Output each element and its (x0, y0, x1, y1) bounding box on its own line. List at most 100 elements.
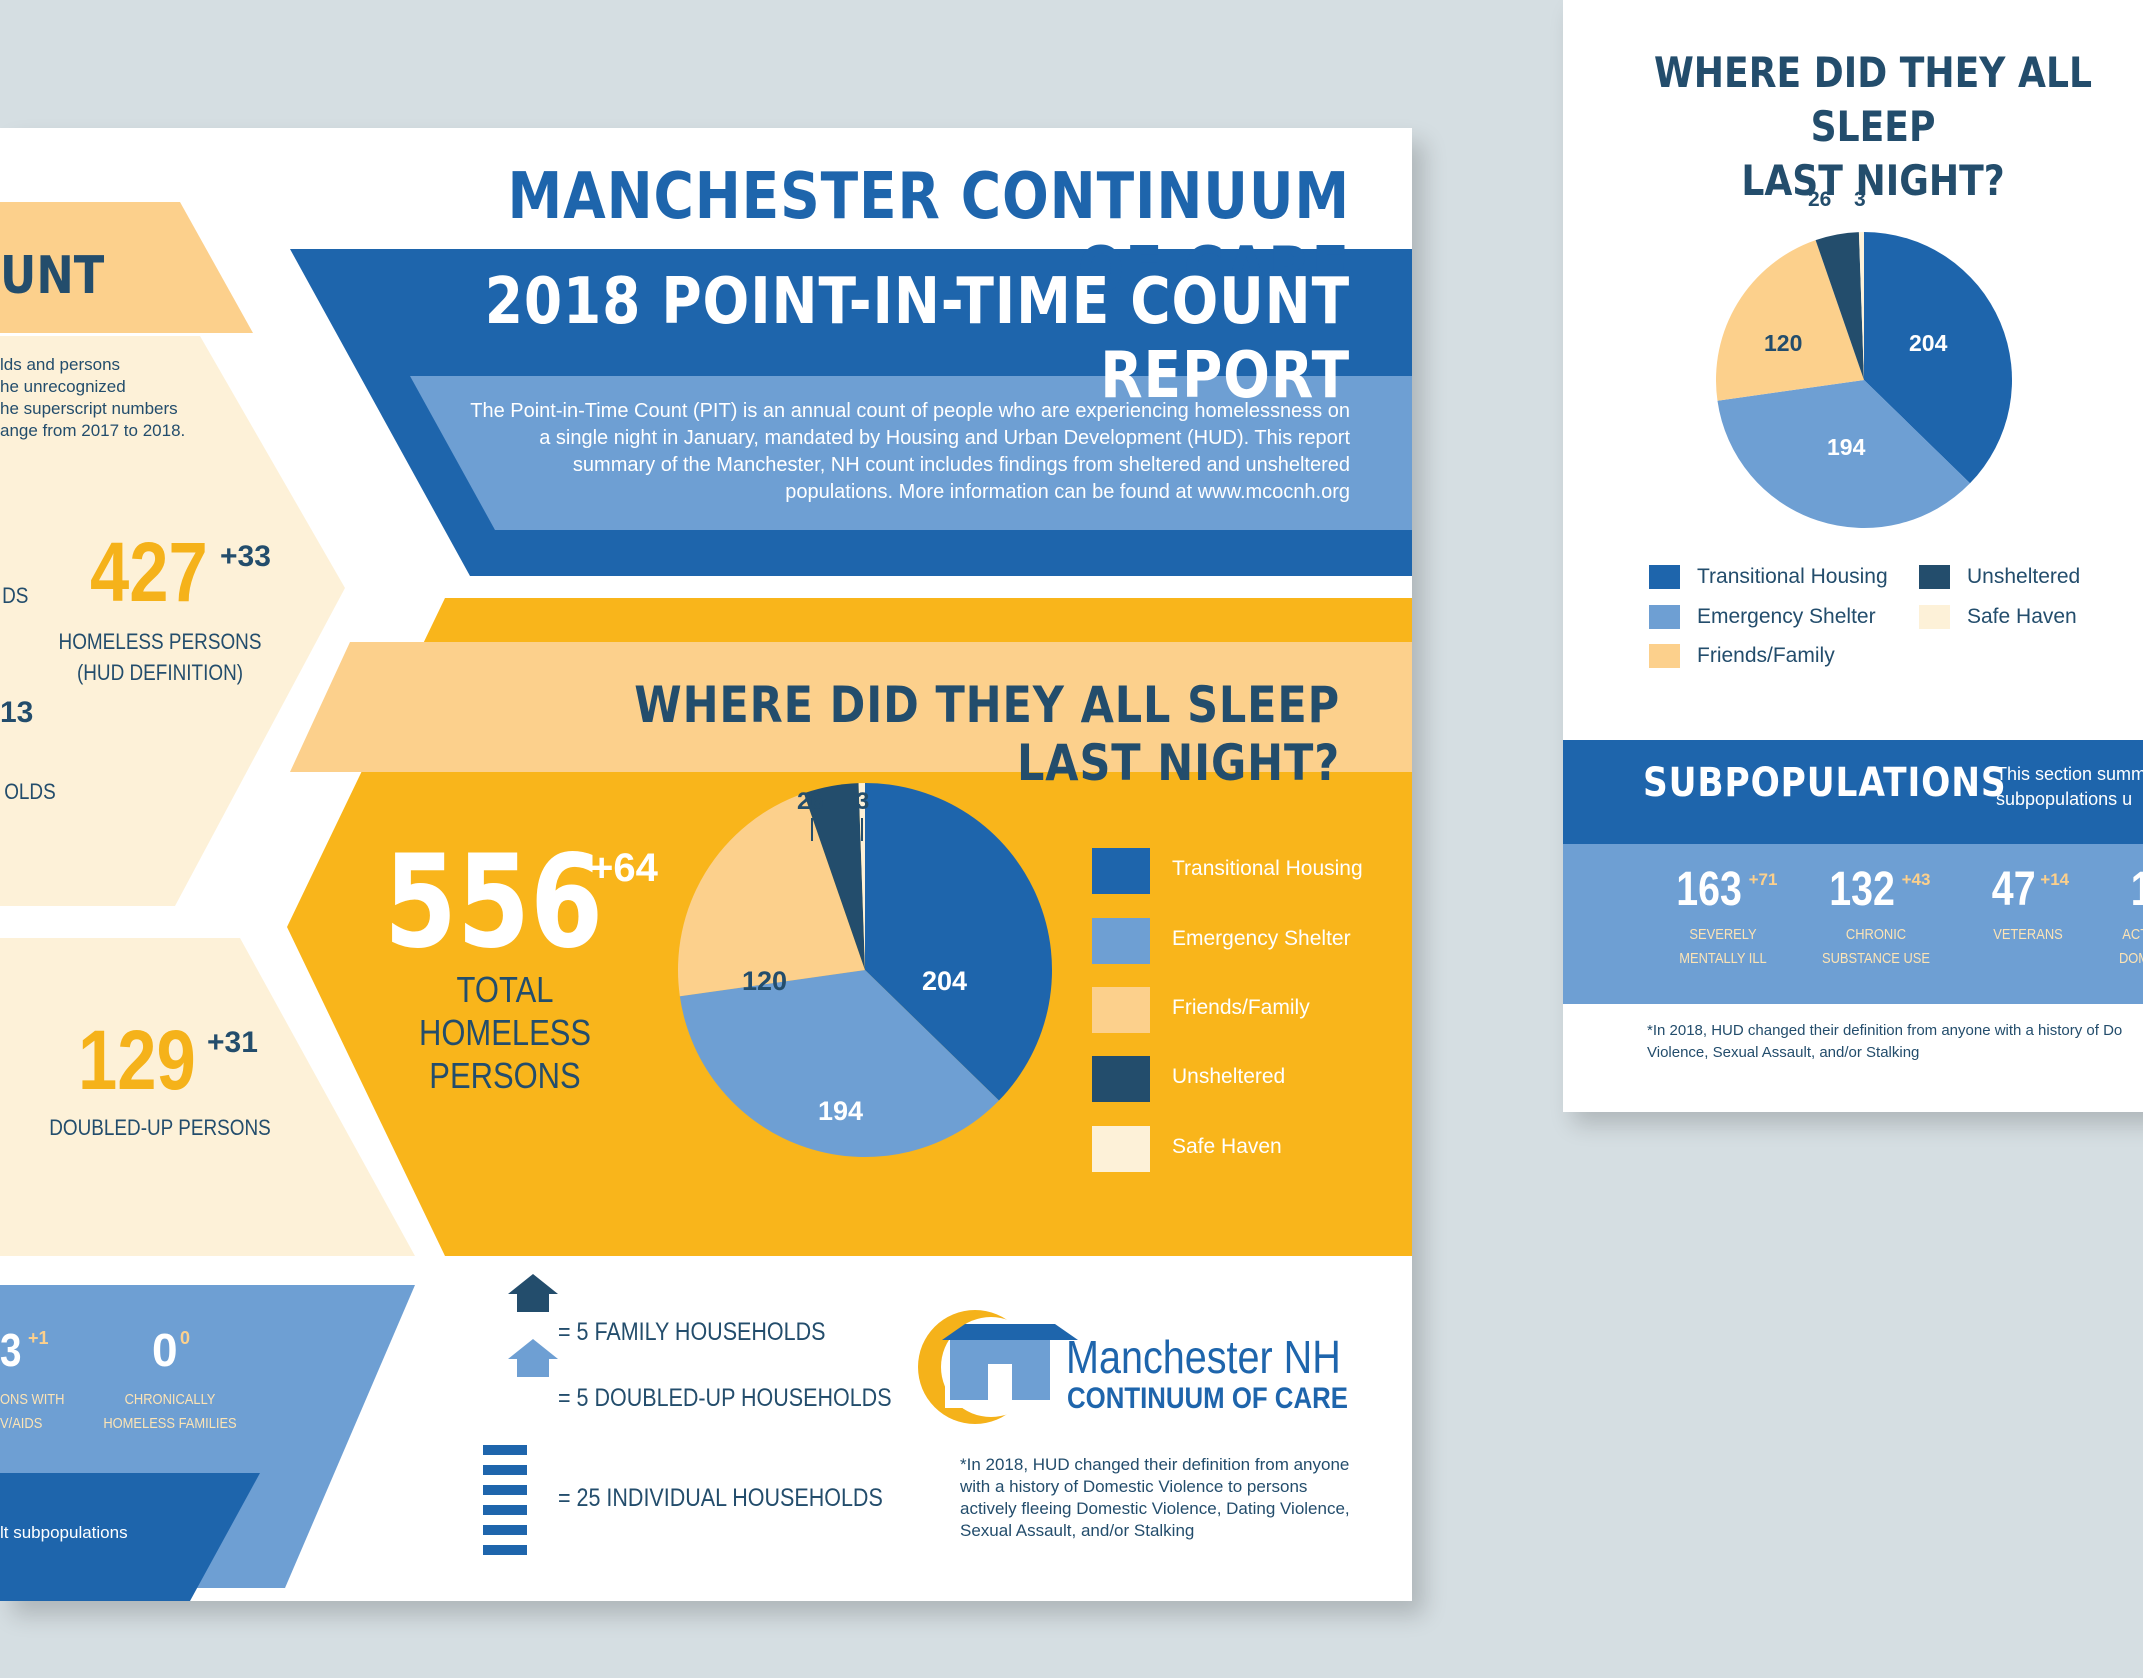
pie-slice-friends-family (678, 793, 865, 997)
side-pie-chart (1716, 232, 2012, 528)
logo-name: Manchester NH (1066, 1331, 1341, 1383)
left-desc-line: he unrecognized (0, 377, 126, 396)
legend-swatch (1092, 918, 1150, 964)
subpopulations-description: This section summ subpopulations u (1996, 762, 2143, 812)
hiv-label-line: ONS WITH (0, 1391, 65, 1408)
side-report-card: WHERE DID THEY ALL SLEEP LAST NIGHT? 204… (1563, 0, 2143, 1112)
legend-swatch (1092, 1126, 1150, 1172)
stat-actively-fleeing: 19 ACTIVELY DOMESTIC (2093, 862, 2143, 971)
pie-slice-emergency-shelter (1717, 380, 1970, 528)
key-individual-households: = 25 INDIVIDUAL HOUSEHOLDS (558, 1484, 883, 1512)
report-title: 2018 POINT-IN-TIME COUNT REPORT (484, 265, 1350, 413)
left-desc-line: he superscript numbers (0, 399, 178, 418)
left-darkblue-band (0, 1473, 260, 1601)
side-pie-svg (1716, 232, 2012, 528)
side-footnote-line: Violence, Sexual Assault, and/or Stalkin… (1647, 1044, 1920, 1061)
stat-label: VETERANS (1964, 923, 2093, 947)
stat-change: +14 (2040, 870, 2070, 889)
total-homeless-label: TOTAL HOMELESS PERSONS (380, 968, 629, 1097)
legend-label: Safe Haven (1967, 605, 2077, 628)
logo-subtitle: CONTINUUM OF CARE (1067, 1382, 1348, 1415)
side-pie-label-friends: 120 (1764, 330, 1803, 356)
pie-slice-safe-haven (858, 783, 865, 970)
side-footnote-line: *In 2018, HUD changed their definition f… (1647, 1022, 2123, 1039)
homeless-persons-number: 427 (90, 525, 208, 619)
stat-label: CHRONIC SUBSTANCE USE (1812, 923, 1941, 971)
legend-label: Friends/Family (1172, 996, 1310, 1019)
legend-label: Emergency Shelter (1697, 605, 1876, 628)
stat-number: 163 (1675, 863, 1742, 916)
legend-label: Transitional Housing (1172, 857, 1363, 880)
key-doubled-households: = 5 DOUBLED-UP HOUSEHOLDS (558, 1384, 892, 1412)
subpopulations-title: SUBPOPULATIONS (1643, 760, 2007, 806)
hiv-change: +1 (28, 1328, 49, 1348)
subpopulations-band (1563, 740, 2143, 844)
pie-slice-transitional-housing (1864, 232, 2012, 484)
pie-slice-emergency-shelter (679, 970, 999, 1158)
intro-box (410, 376, 1412, 530)
stat-number: 19 (2131, 862, 2143, 917)
total-label-line: PERSONS (429, 1055, 581, 1096)
pie-label-safe-haven: 3 (856, 788, 870, 815)
left-olds-fragment: OLDS (4, 779, 56, 804)
legend-swatch (1919, 565, 1950, 589)
stats-band (1563, 844, 2143, 1004)
left-num-fragment: 13 (0, 696, 34, 729)
left-title-fragment: UNT (0, 246, 105, 306)
legend-label: Unsheltered (1967, 565, 2081, 588)
legend-swatch (1649, 644, 1680, 668)
legend-swatch (1092, 848, 1150, 894)
left-desc-line: lds and persons (0, 355, 121, 374)
legend-label: Unsheltered (1172, 1065, 1286, 1088)
legend-label: Emergency Shelter (1172, 927, 1351, 950)
stat-label-line: DOMESTIC (2118, 950, 2143, 967)
pie-label-friends: 120 (742, 966, 788, 996)
chronic-label-line: HOMELESS FAMILIES (103, 1415, 237, 1432)
stat-label-line: VETERANS (1993, 926, 2063, 943)
sleep-title-ribbon (290, 642, 1412, 772)
pie-label-unsheltered: 26 (797, 788, 824, 815)
chronic-families-number: 0 (152, 1324, 178, 1376)
main-pie-chart (678, 783, 1052, 1158)
stat-label-line: CHRONIC (1845, 926, 1907, 943)
side-pie-label-unsheltered: 26 (1808, 188, 1832, 211)
legend-swatch (1092, 1056, 1150, 1102)
legend-swatch (1649, 565, 1680, 589)
pie-label-transitional: 204 (922, 966, 968, 996)
total-homeless-number: 556 (384, 828, 604, 977)
chronic-families-label: CHRONICALLY HOMELESS FAMILIES (101, 1388, 239, 1436)
total-homeless-change: +64 (590, 846, 658, 890)
doubled-up-change: +31 (207, 1026, 258, 1059)
sleep-section-title: WHERE DID THEY ALL SLEEP LAST NIGHT? (634, 676, 1340, 792)
main-footnote: *In 2018, HUD changed their definition f… (960, 1455, 1350, 1540)
legend-label: Friends/Family (1697, 644, 1835, 667)
side-pie-label-emergency: 194 (1827, 434, 1866, 460)
stat-chronic-substance-use: 132 +43 CHRONIC SUBSTANCE USE (1801, 862, 1951, 971)
total-label-line: TOTAL HOMELESS (418, 969, 592, 1053)
left-ds-fragment: DS (2, 583, 29, 608)
hiv-label-line: V/AIDS (0, 1415, 43, 1432)
stat-label: SEVERELY MENTALLY ILL (1659, 923, 1788, 971)
individual-bars-icon (483, 1445, 527, 1555)
stat-veterans: 47 +14 VETERANS (1953, 862, 2103, 947)
hiv-label: ONS WITH V/AIDS (0, 1388, 65, 1436)
homeless-label-line: HOMELESS PERSONS (58, 629, 262, 654)
family-house-icon (508, 1274, 558, 1312)
subpop-fragment: lt subpopulations (0, 1523, 128, 1542)
pie-label-emergency: 194 (818, 1096, 864, 1126)
logo-house-icon (918, 1310, 1078, 1424)
side-footnote: *In 2018, HUD changed their definition f… (1647, 1020, 2122, 1064)
legend-label: Transitional Housing (1697, 565, 1888, 588)
doubled-house-icon (508, 1339, 558, 1377)
legend-swatch (1092, 987, 1150, 1033)
legend-swatch (1919, 605, 1950, 629)
pie-slice-safe-haven (1858, 232, 1864, 380)
left-description: lds and persons he unrecognized he super… (0, 354, 185, 442)
stat-label-line: MENTALLY ILL (1679, 950, 1767, 967)
stat-label-line: SUBSTANCE USE (1821, 950, 1931, 967)
stat-severely-mentally-ill: 163 +71 SEVERELY MENTALLY ILL (1648, 862, 1798, 971)
stat-label-line: ACTIVELY (2122, 926, 2143, 943)
pie-slice-friends-family (1716, 240, 1864, 401)
left-hexagon-bottom (0, 938, 415, 1256)
left-top-banner (0, 202, 253, 333)
